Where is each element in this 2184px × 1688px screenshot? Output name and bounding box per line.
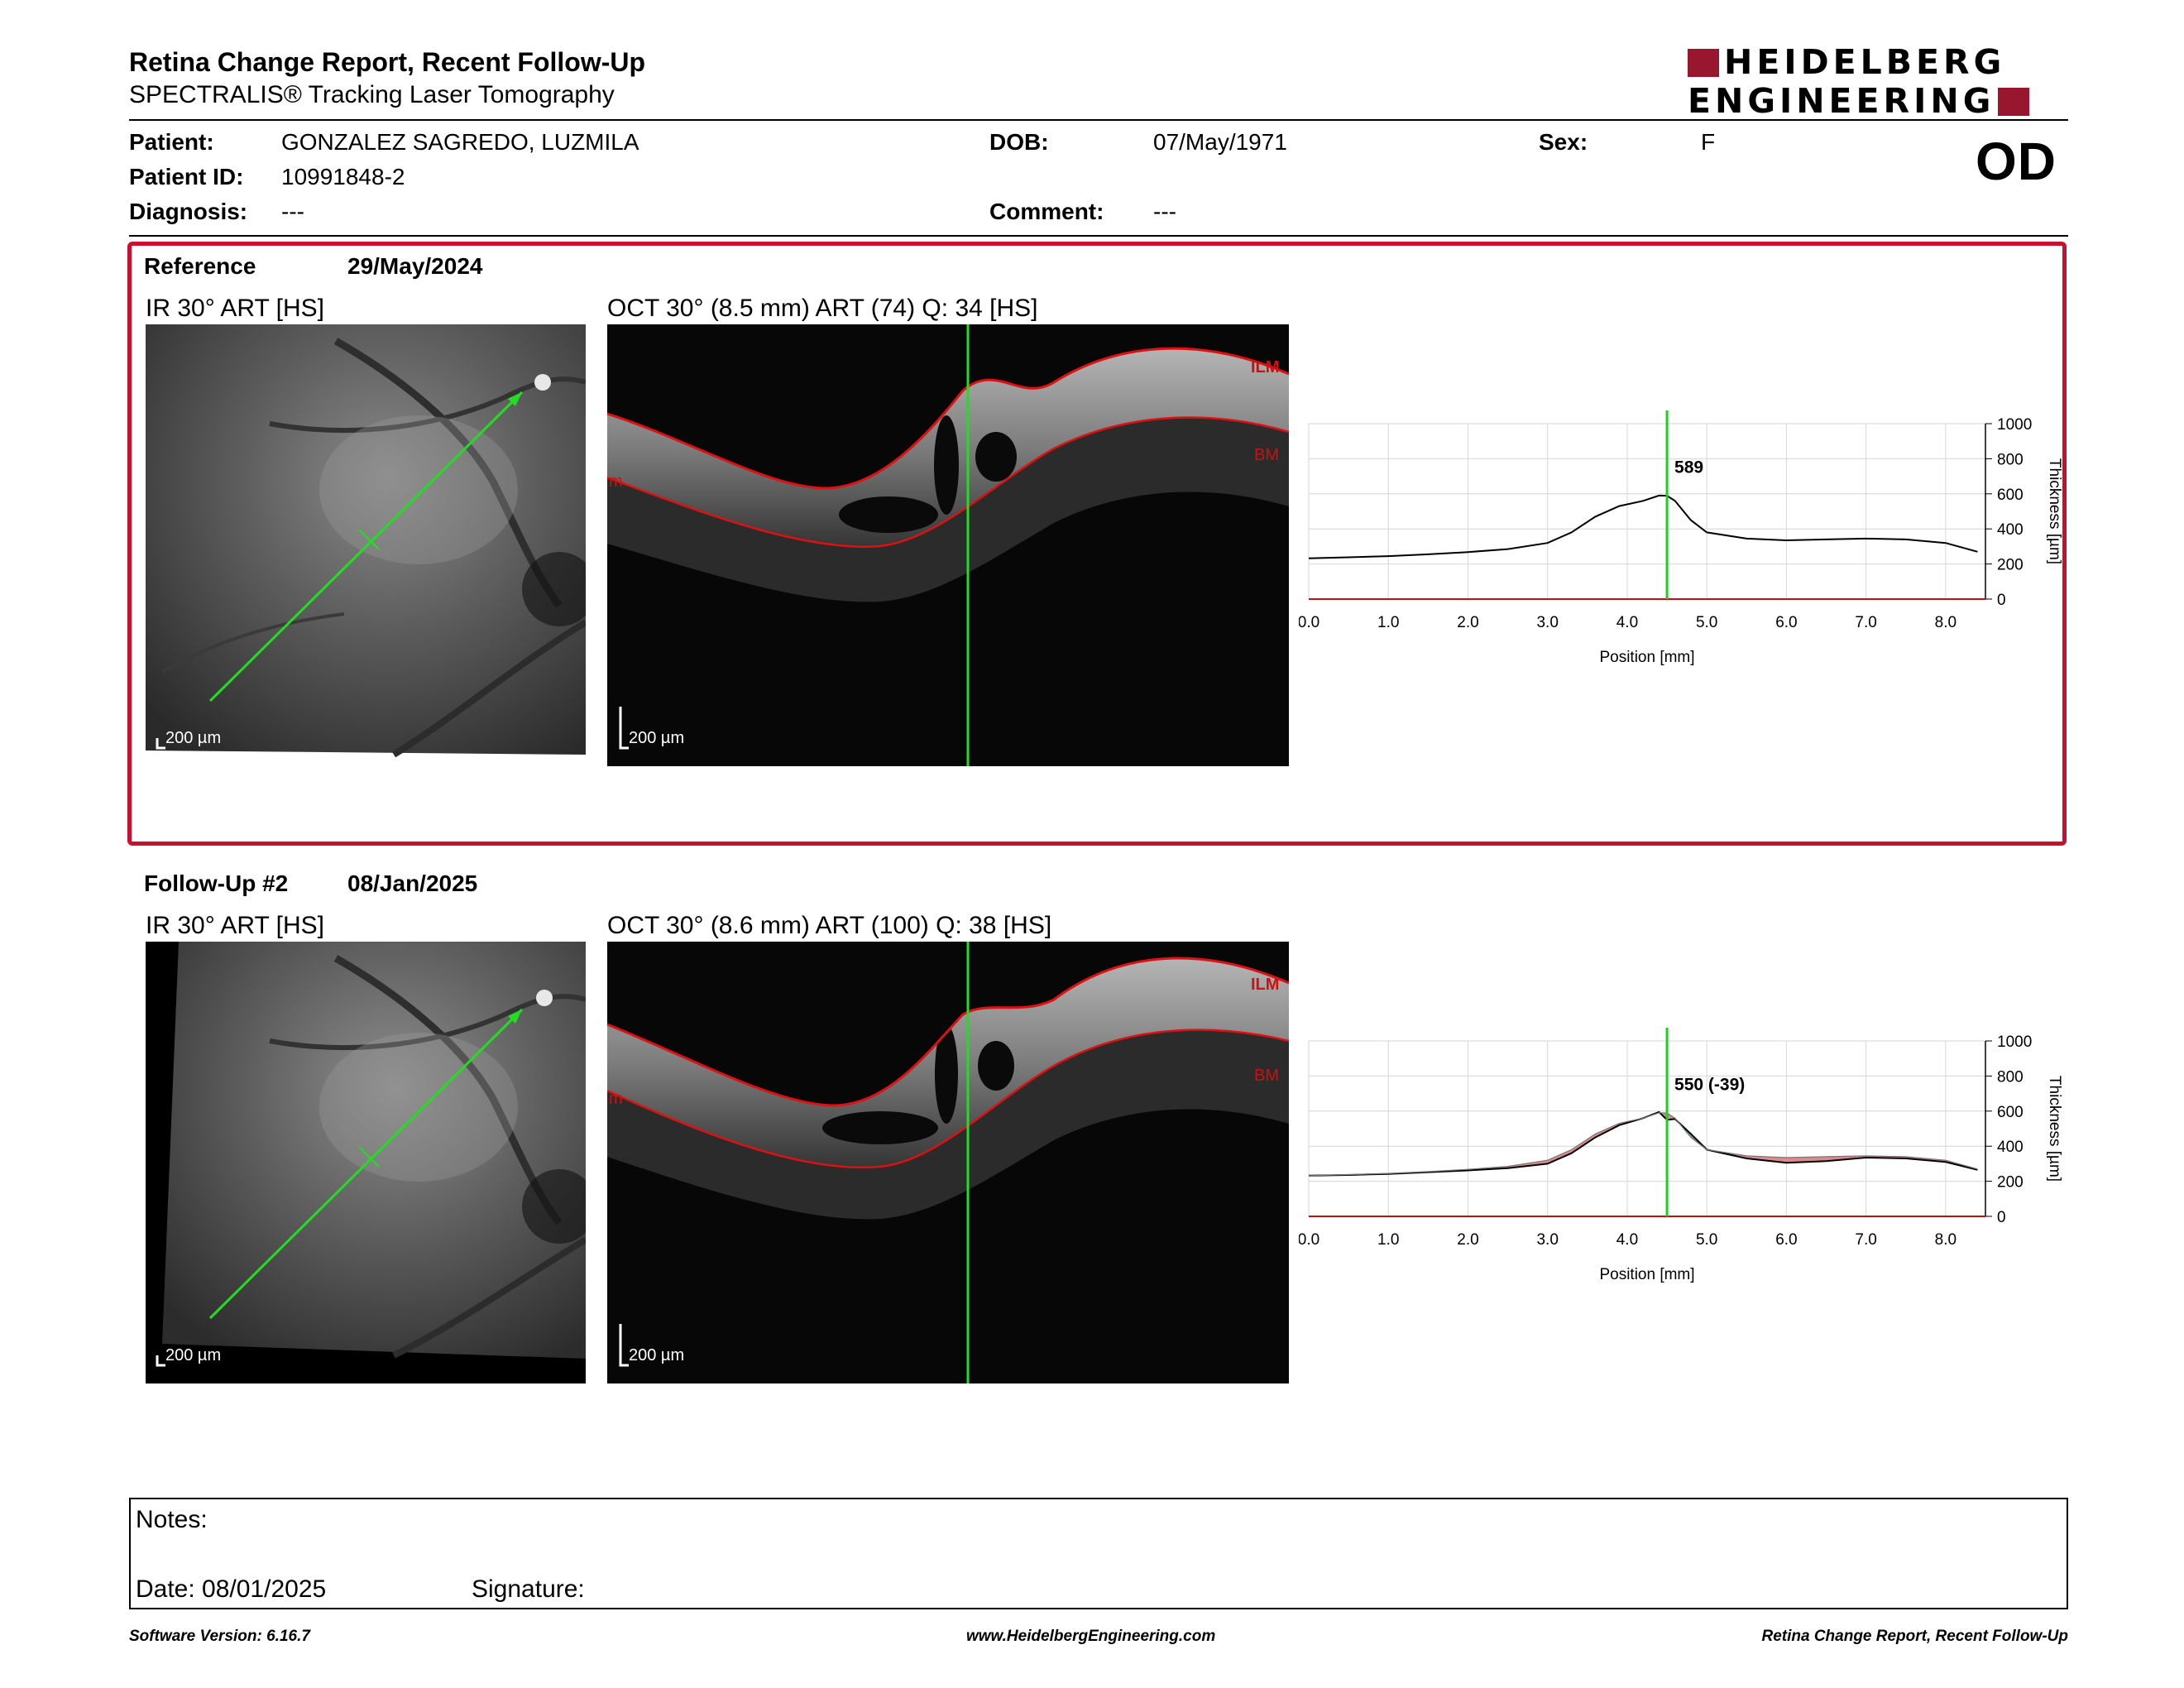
reference-oct-scale: 200 µm (629, 729, 684, 747)
followup-oct-title: OCT 30° (8.6 mm) ART (100) Q: 38 [HS] (607, 912, 1052, 939)
y-tick-label: 1000 (1997, 416, 2032, 434)
followup-label: Follow-Up #2 (144, 870, 289, 896)
dob-label: DOB: (989, 129, 1049, 155)
reference-ir-image[interactable]: 200 µm (146, 324, 586, 766)
followup-oct-scale: 200 µm (629, 1346, 684, 1364)
logo-square-right (1998, 87, 2030, 116)
reference-thickness-line (1308, 1112, 1978, 1177)
reference-ir-scale: 200 µm (165, 729, 221, 747)
y-tick-label: 0 (1997, 592, 2006, 609)
reference-date: 29/May/2024 (347, 253, 483, 279)
footer-website[interactable]: www.HeidelbergEngineering.com (966, 1628, 1216, 1645)
y-axis-label: Thickness [µm] (2046, 458, 2063, 564)
cursor-value-label: 589 (1674, 458, 1703, 477)
x-tick-label: 8.0 (1935, 614, 1956, 631)
thickness-line (1308, 494, 1978, 559)
footer-software-version: Software Version: 6.16.7 (129, 1628, 310, 1645)
plot-area (1308, 1040, 1986, 1217)
x-axis-label: Position [mm] (1599, 1266, 1694, 1283)
followup-ir-image[interactable]: 200 µm (146, 942, 586, 1383)
x-tick-label: 4.0 (1616, 1231, 1638, 1249)
footer-report-name: Retina Change Report, Recent Follow-Up (1761, 1628, 2068, 1645)
patient-id: 10991848-2 (281, 164, 405, 189)
followup-bm-label: BM (1254, 1067, 1279, 1085)
followup-ir-scale: 200 µm (165, 1346, 221, 1364)
comment-label: Comment: (989, 199, 1104, 224)
y-tick-label: 800 (1997, 451, 2024, 468)
x-tick-label: 7.0 (1855, 614, 1876, 631)
sex-label: Sex: (1539, 129, 1588, 155)
signature-label: Signature: (472, 1575, 585, 1603)
followup-bm-left-label: m (609, 1090, 623, 1108)
x-tick-label: 6.0 (1775, 1231, 1797, 1249)
notes-label: Notes: (136, 1506, 208, 1533)
followup-ir-title: IR 30° ART [HS] (146, 912, 324, 939)
diagnosis-value: --- (281, 199, 304, 224)
sex-value: F (1701, 129, 1716, 155)
x-tick-label: 8.0 (1935, 1231, 1956, 1249)
eye-indicator: OD (1976, 132, 2057, 191)
notes-box[interactable] (129, 1498, 2068, 1609)
y-tick-label: 200 (1997, 557, 2024, 574)
reference-label: Reference (144, 253, 256, 279)
y-tick-label: 600 (1997, 1104, 2024, 1121)
reference-oct-image[interactable]: ILM BM m 200 µm (607, 324, 1289, 766)
x-tick-label: 5.0 (1696, 614, 1717, 631)
logo-word-2: ENGINEERING (1688, 81, 1995, 121)
x-tick-label: 2.0 (1457, 614, 1478, 631)
x-tick-label: 6.0 (1775, 614, 1797, 631)
y-tick-label: 400 (1997, 1139, 2024, 1156)
x-tick-label: 1.0 (1377, 1231, 1399, 1249)
followup-oct-image[interactable]: ILM BM m 200 µm (607, 942, 1289, 1383)
patient-name-label: Patient: (129, 129, 214, 155)
x-tick-label: 4.0 (1616, 614, 1638, 631)
comment-value: --- (1153, 199, 1176, 224)
report-subtitle: SPECTRALIS® Tracking Laser Tomography (129, 81, 615, 108)
header-rule-bottom (129, 235, 2068, 237)
x-tick-label: 1.0 (1377, 614, 1399, 631)
x-axis-label: Position [mm] (1599, 649, 1694, 666)
followup-ilm-label: ILM (1251, 976, 1279, 994)
reference-ilm-label: ILM (1251, 358, 1279, 376)
reference-frame (127, 242, 2067, 846)
logo-square-left (1688, 48, 1719, 77)
dob-value: 07/May/1971 (1153, 129, 1287, 155)
y-axis-label: Thickness [µm] (2046, 1076, 2063, 1182)
x-tick-label: 5.0 (1696, 1231, 1717, 1249)
patient-name: GONZALEZ SAGREDO, LUZMILA (281, 129, 639, 155)
reference-bm-label: BM (1254, 446, 1279, 464)
reference-thickness-chart: 0.0 1.0 2.0 3.0 4.0 5.0 6.0 7.0 8.0 0 200 400 600 800… (1299, 410, 2076, 683)
x-tick-label: 0.0 (1299, 614, 1320, 631)
followup-thickness-chart: 0.0 1.0 2.0 3.0 4.0 5.0 6.0 7.0 8.0 0 200 400 600 800… (1299, 1028, 2076, 1301)
x-tick-label: 2.0 (1457, 1231, 1478, 1249)
heidelberg-logo: HEIDELBERG ENGINEERING (1688, 43, 2068, 121)
reference-bm-left-label: m (609, 472, 623, 491)
logo-word-1: HEIDELBERG (1724, 42, 2006, 82)
x-tick-label: 7.0 (1855, 1231, 1876, 1249)
reference-ir-title: IR 30° ART [HS] (146, 295, 324, 322)
thickness-line (1308, 1110, 1978, 1177)
patient-id-label: Patient ID: (129, 164, 244, 189)
x-tick-label: 0.0 (1299, 1231, 1320, 1249)
y-tick-label: 0 (1997, 1209, 2006, 1226)
report-title: Retina Change Report, Recent Follow-Up (129, 47, 646, 77)
reference-oct-title: OCT 30° (8.5 mm) ART (74) Q: 34 [HS] (607, 295, 1038, 322)
header-rule-top (129, 119, 2068, 121)
y-tick-label: 600 (1997, 487, 2024, 504)
cursor-value-label: 550 (-39) (1674, 1075, 1745, 1094)
y-tick-label: 1000 (1997, 1033, 2032, 1051)
x-tick-label: 3.0 (1536, 614, 1558, 631)
y-tick-label: 800 (1997, 1068, 2024, 1086)
x-tick-label: 3.0 (1536, 1231, 1558, 1249)
followup-date: 08/Jan/2025 (347, 870, 478, 896)
plot-area (1308, 423, 1986, 600)
y-tick-label: 200 (1997, 1174, 2024, 1192)
notes-date: Date: 08/01/2025 (136, 1575, 327, 1603)
diagnosis-label: Diagnosis: (129, 199, 248, 224)
y-tick-label: 400 (1997, 521, 2024, 539)
